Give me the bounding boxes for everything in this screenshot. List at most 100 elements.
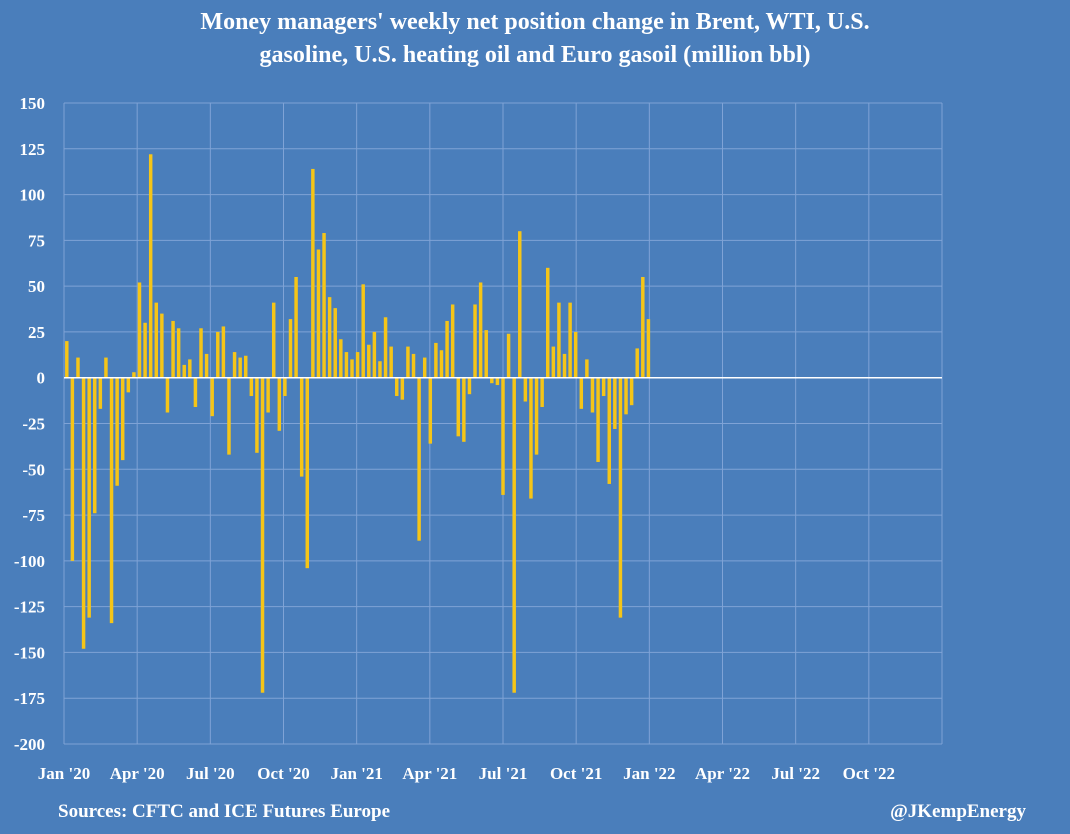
- bar: [450, 304, 455, 378]
- y-tick-label: 125: [20, 140, 46, 159]
- bar: [378, 361, 382, 378]
- bar: [255, 377, 259, 453]
- bar: [260, 377, 265, 693]
- x-tick-label: Jan '22: [623, 764, 675, 783]
- bar: [283, 377, 287, 397]
- x-tick-label: Apr '21: [402, 764, 457, 783]
- bar: [462, 377, 466, 442]
- y-tick-label: -100: [14, 552, 45, 571]
- x-tick-label: Oct '22: [843, 764, 895, 783]
- bar: [204, 353, 209, 378]
- bar: [126, 377, 131, 393]
- bar: [316, 249, 321, 378]
- y-tick-label: 150: [20, 94, 46, 113]
- bar: [165, 377, 170, 413]
- author-handle: @JKempEnergy: [890, 801, 1026, 822]
- x-tick-label: Apr '22: [695, 764, 750, 783]
- bar: [266, 377, 270, 413]
- bar: [540, 377, 544, 408]
- bar: [148, 154, 153, 378]
- bar: [573, 331, 578, 378]
- bar: [288, 319, 293, 378]
- bar: [216, 331, 220, 378]
- y-tick-label: 75: [28, 231, 45, 250]
- y-tick-label: -50: [22, 460, 45, 479]
- bar: [590, 377, 595, 413]
- chart-title: Money managers' weekly net position chan…: [0, 6, 1070, 72]
- chart-title-line-2: gasoline, U.S. heating oil and Euro gaso…: [259, 42, 811, 68]
- bar: [596, 377, 600, 462]
- bar: [339, 339, 343, 378]
- bar: [227, 377, 231, 455]
- bar: [484, 330, 488, 378]
- bar: [333, 308, 337, 378]
- bar: [199, 328, 203, 378]
- bar: [372, 331, 377, 378]
- bar: [607, 377, 611, 484]
- bar: [641, 276, 645, 378]
- bar: [585, 359, 589, 378]
- bar: [445, 320, 449, 378]
- bar: [395, 377, 399, 397]
- bar: [238, 357, 242, 378]
- bar: [70, 377, 75, 561]
- bar: [490, 377, 494, 384]
- bar: [327, 297, 332, 378]
- bar: [188, 359, 192, 378]
- y-tick-label: 0: [37, 369, 46, 388]
- bar: [529, 377, 533, 499]
- bar: [115, 377, 119, 486]
- bar: [299, 377, 304, 477]
- y-tick-label: 25: [28, 323, 45, 342]
- bar: [271, 302, 276, 378]
- bar: [193, 377, 198, 408]
- x-tick-label: Jul '22: [771, 764, 820, 783]
- y-tick-label: 50: [28, 277, 45, 296]
- bar: [322, 233, 326, 378]
- bar: [120, 377, 125, 461]
- y-tick-label: -175: [14, 689, 45, 708]
- bar: [624, 377, 628, 415]
- bar: [76, 357, 80, 378]
- y-tick-label: -125: [14, 598, 45, 617]
- bar: [182, 364, 186, 378]
- bar: [434, 342, 438, 378]
- bar: [87, 377, 91, 618]
- x-tick-label: Oct '20: [257, 764, 309, 783]
- bar: [361, 284, 365, 378]
- bar: [613, 377, 617, 429]
- bar: [534, 377, 539, 455]
- chart-title-line-1: Money managers' weekly net position chan…: [200, 9, 870, 35]
- bar: [546, 267, 550, 378]
- bar: [646, 319, 651, 378]
- bar: [294, 276, 298, 378]
- bar: [249, 377, 254, 397]
- bar: [210, 377, 214, 417]
- bar: [160, 313, 164, 378]
- bar: [629, 377, 634, 406]
- x-tick-label: Jul '20: [186, 764, 235, 783]
- bar: [232, 352, 237, 378]
- bar: [143, 322, 147, 378]
- bar: [109, 377, 114, 624]
- bar: [506, 333, 511, 378]
- bar: [176, 328, 181, 378]
- bar: [568, 302, 572, 378]
- bar: [400, 377, 405, 400]
- x-tick-label: Apr '20: [110, 764, 165, 783]
- x-tick-label: Jan '20: [38, 764, 90, 783]
- bar: [367, 344, 371, 378]
- x-tick-label: Oct '21: [550, 764, 602, 783]
- bar: [350, 359, 354, 378]
- bar: [171, 320, 175, 378]
- bar: [473, 304, 477, 378]
- bar: [344, 352, 349, 378]
- bar: [65, 341, 69, 378]
- bar: [355, 352, 360, 378]
- bar: [137, 282, 142, 378]
- bar: [579, 377, 584, 409]
- bar: [104, 357, 108, 378]
- x-tick-label: Jan '21: [330, 764, 382, 783]
- bar: [81, 377, 86, 649]
